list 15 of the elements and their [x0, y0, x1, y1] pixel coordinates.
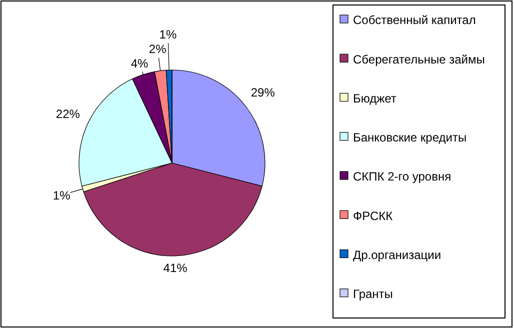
data-label: 2%: [148, 42, 167, 56]
data-label: 29%: [250, 86, 276, 100]
legend-label: Собственный капитал: [353, 13, 476, 28]
data-label: 1%: [159, 27, 177, 42]
data-label: 4%: [130, 56, 149, 70]
legend-label: СКПК 2-го уровня: [353, 170, 452, 184]
legend-label: Гранты: [353, 287, 393, 302]
data-label: 41%: [163, 261, 188, 276]
data-label: 1%: [52, 188, 71, 202]
data-label: 22%: [56, 107, 80, 122]
legend-label: Бюджет: [353, 91, 397, 106]
legend-label: ФРСКК: [353, 208, 393, 223]
legend-label: Сберегательные займы: [353, 52, 485, 66]
legend-label: Др.организации: [353, 248, 442, 262]
legend-label: Банковские кредиты: [353, 130, 467, 145]
